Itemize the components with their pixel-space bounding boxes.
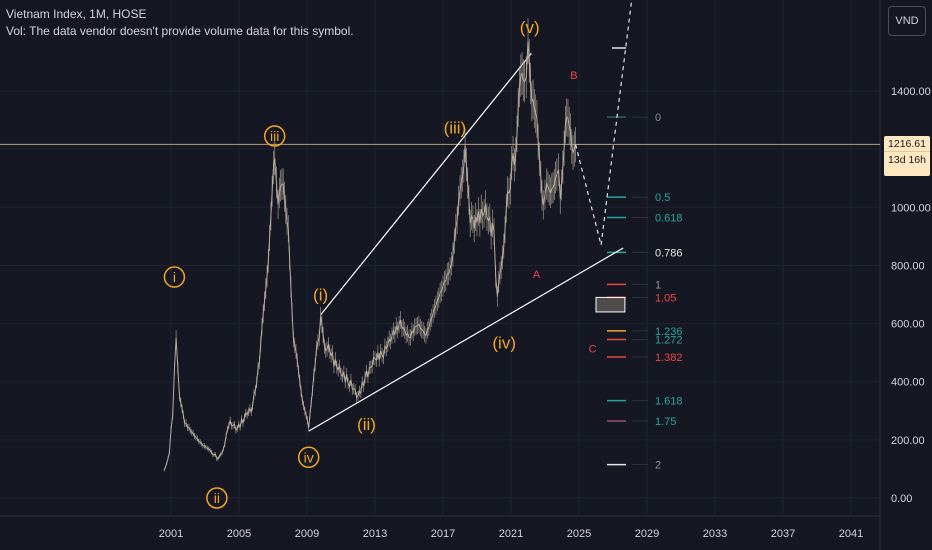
fib-level-label: 1.75	[655, 416, 676, 428]
x-axis-tick-label: 2005	[227, 528, 251, 540]
target-zone-box	[595, 296, 626, 313]
wave-label: i	[173, 269, 176, 285]
x-axis-tick-label: 2021	[499, 528, 523, 540]
fib-level-label: 0.618	[655, 212, 683, 224]
wave-label: (iii)	[444, 118, 467, 137]
wave-label: (v)	[520, 18, 540, 37]
x-axis-tick-label: 2009	[295, 528, 319, 540]
fib-level-label: 1.618	[655, 396, 683, 408]
wave-label-circle	[297, 446, 320, 469]
fib-level-label: 0	[655, 112, 661, 124]
wave-label: (iv)	[492, 333, 516, 352]
last-price-value: 1216.61	[888, 138, 926, 150]
wave-label-circle	[206, 487, 228, 509]
y-axis-tick-label: 400.00	[891, 377, 925, 389]
fib-level-label: 1.272	[655, 335, 683, 347]
fib-level-label: 0.5	[655, 192, 670, 204]
corrective-wave-label: A	[533, 269, 541, 281]
x-axis-tick-label: 2041	[839, 528, 863, 540]
y-axis-tick-label: 800.00	[891, 260, 925, 272]
y-axis-tick-label: 1400.00	[891, 86, 931, 98]
projection-path	[575, 0, 633, 246]
bar-countdown: 13d 16h	[884, 151, 930, 167]
volume-note: Vol: The data vendor doesn't provide vol…	[6, 24, 354, 38]
wave-label: (i)	[313, 286, 328, 305]
corrective-wave-label: C	[589, 343, 597, 355]
y-axis-tick-label: 0.00	[891, 493, 912, 505]
x-axis-tick-label: 2013	[363, 528, 387, 540]
fib-level-label: 1	[655, 279, 661, 291]
chart-header: Vietnam Index, 1M, HOSE Vol: The data ve…	[6, 6, 354, 40]
wave-label-circle	[263, 125, 286, 147]
wave-label-circle	[163, 266, 186, 288]
x-axis-tick-label: 2037	[771, 528, 795, 540]
fib-level-label: 2	[655, 460, 661, 472]
channel-upper-line	[320, 52, 532, 316]
wave-label: iii	[270, 128, 279, 144]
last-price-badge: 1216.61 13d 16h	[884, 136, 930, 176]
x-axis-tick-label: 2029	[635, 528, 659, 540]
x-axis-tick-label: 2017	[431, 528, 455, 540]
wave-label: iv	[304, 449, 314, 465]
price-series-line	[163, 40, 577, 471]
x-axis-tick-label: 2033	[703, 528, 727, 540]
fib-level-label: 1.382	[655, 352, 683, 364]
y-axis-tick-label: 200.00	[891, 435, 925, 447]
x-axis-tick-label: 2025	[567, 528, 591, 540]
y-axis-tick-label: 1000.00	[891, 202, 931, 214]
fib-level-label: 0.786	[655, 247, 683, 259]
y-axis-tick-label: 600.00	[891, 319, 925, 331]
wave-label: ii	[214, 490, 220, 506]
channel-lower-line	[308, 247, 624, 432]
fib-level-label: 1.05	[655, 292, 676, 304]
wave-label: (ii)	[357, 415, 376, 434]
fib-level-label: 1.236	[655, 326, 683, 338]
currency-button[interactable]: VND	[888, 6, 926, 36]
corrective-wave-label: B	[570, 70, 577, 82]
symbol-title[interactable]: Vietnam Index, 1M, HOSE	[6, 7, 147, 21]
x-axis-tick-label: 2001	[159, 528, 183, 540]
